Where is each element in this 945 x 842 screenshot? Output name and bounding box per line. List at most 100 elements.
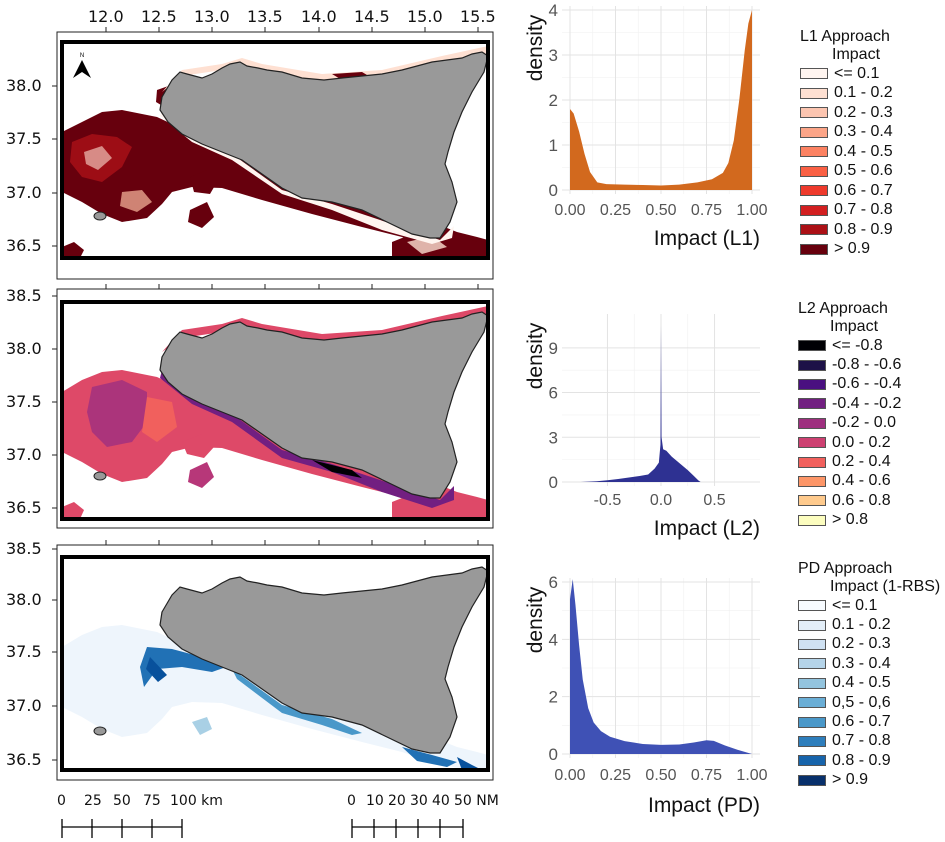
legend-swatch [798,600,826,612]
legend-item: 0.5 - 0.6 [800,162,893,182]
y-tick-label: 6 [549,573,558,592]
legend-label: 0.4 - 0.6 [832,472,891,490]
x-tick-label: 1.00 [736,202,767,219]
y-tick-label: 3 [549,428,558,447]
legend-swatch [798,677,826,689]
x-tick-label: 0.5 [703,492,725,509]
map-panel-l1: N [56,31,494,280]
latitude-tick-label: 38.5 [6,539,42,558]
y-axis-label: density [524,322,547,389]
latitude-tick-label: 37.0 [6,696,42,715]
y-tick-label: 0 [549,473,558,492]
map-panel-l2 [56,288,494,529]
legend-swatch [798,437,826,449]
north-label: N [80,53,84,59]
legend-label: 0.1 - 0.2 [832,616,891,634]
maps-area: N [52,27,494,838]
legend-swatch [798,417,826,429]
legend-item: <= 0.1 [798,596,940,615]
legend-item: <= 0.1 [800,64,893,84]
latitude-tick-label: 36.5 [6,498,42,517]
legend-item: > 0.8 [798,511,901,530]
legend-pd-title: PD Approach [798,560,893,577]
map-panel-l1-neatline [60,40,490,260]
legend-label: 0.2 - 0.4 [832,453,891,471]
y-tick-label: 4 [549,630,558,649]
x-axis-label: Impact (PD) [648,794,760,817]
latitude-tick-label: 36.5 [6,750,42,769]
scale-nm-label-40: 40 [432,793,450,809]
map-panel-pd-neatline [60,555,490,772]
legend-swatch [800,107,828,119]
legend-item: 0.4 - 0.6 [798,472,901,491]
legend-label: 0.5 - 0.6 [834,162,893,180]
legend-item: 0.3 - 0.4 [798,654,940,673]
y-tick-label: 0 [549,745,558,764]
latitude-tick-label: 37.0 [6,183,42,202]
legend-item: 0,5 - 0,6 [798,693,940,712]
scale-km-label-75: 75 [143,793,161,809]
latitude-tick-label: 38.0 [6,590,42,609]
legend-label: 0.3 - 0.4 [834,123,893,141]
longitude-tick-label: 13.0 [194,7,230,26]
y-axis-label: density [524,14,547,81]
legend-label: -0.8 - -0.6 [832,356,902,374]
density-area [570,579,752,754]
longitude-tick-label: 15.0 [407,7,443,26]
legend-item: 0.2 - 0.4 [798,452,901,471]
longitude-tick-label: 12.5 [141,7,177,26]
legend-label: -0.6 - -0.4 [832,375,902,393]
legend-item: > 0.9 [800,240,893,260]
scale-km-label-25: 25 [84,793,102,809]
y-axis-label: density [524,586,547,653]
legend-item: 0.8 - 0.9 [800,220,893,240]
legend-swatch [798,514,826,526]
latitude-tick-label: 38.5 [6,286,42,305]
legend-label: 0.2 - 0.3 [832,635,891,653]
legend-swatch [800,224,828,236]
north-arrow-icon: N [73,53,91,78]
legend-l1-title: L1 Approach [800,28,890,45]
latitude-tick-marks [52,85,57,761]
legend-label: > 0.9 [834,240,871,258]
latitude-tick-label: 37.5 [6,129,42,148]
legend-label: 0,5 - 0,6 [832,693,891,711]
legend-swatch [798,697,826,709]
legend-swatch [798,735,826,747]
legend-label: 0.6 - 0.7 [834,181,893,199]
density-chart-1: 0 3 6 9 -0.5 0.0 0.5 Impact (L2) density [524,314,760,540]
legend-item: -0.8 - -0.6 [798,355,901,374]
legend-swatch [798,755,826,767]
legend-swatch [798,495,826,507]
legend-swatch [800,165,828,177]
y-tick-label: 3 [549,46,558,65]
legend-item: 0.4 - 0.5 [798,674,940,693]
legend-swatch [798,340,826,352]
legend-label: 0.1 - 0.2 [834,84,893,102]
y-tick-label: 2 [549,91,558,110]
y-tick-label: 4 [549,1,558,20]
legend-item: 0.7 - 0.8 [800,201,893,221]
legend-label: -0.4 - -0.2 [832,394,902,412]
legend-item: 0.1 - 0.2 [798,615,940,634]
x-tick-label: 0.25 [600,767,631,784]
latitude-tick-label: 37.5 [6,392,42,411]
legend-swatch [798,359,826,371]
x-tick-label: 0.75 [691,767,722,784]
y-tick-label: 6 [549,384,558,403]
density-chart-0: 0 1 2 3 4 0.00 0.25 0.50 0.75 1.00 Impact (L1) dens… [524,1,768,250]
legend-l2: L2 Approach Impact <= -0.8 -0.8 - -0.6 -0.… [798,300,901,530]
legend-item: 0.2 - 0.3 [798,635,940,654]
x-axis-label: Impact (L2) [654,517,760,540]
legend-label: 0.0 - 0.2 [832,433,891,451]
x-tick-label: 0.50 [645,767,676,784]
x-tick-label: 0.00 [554,202,585,219]
legend-item: 0.6 - 0.8 [798,491,901,510]
legend-label: 0.2 - 0.3 [834,103,893,121]
x-tick-label: 0.0 [650,492,672,509]
x-tick-label: 0.75 [691,202,722,219]
legend-label: 0.8 - 0.9 [834,220,893,238]
legend-label: <= 0.1 [832,596,878,614]
legend-item: 0.6 - 0.7 [798,712,940,731]
x-axis-label: Impact (L1) [654,227,760,250]
